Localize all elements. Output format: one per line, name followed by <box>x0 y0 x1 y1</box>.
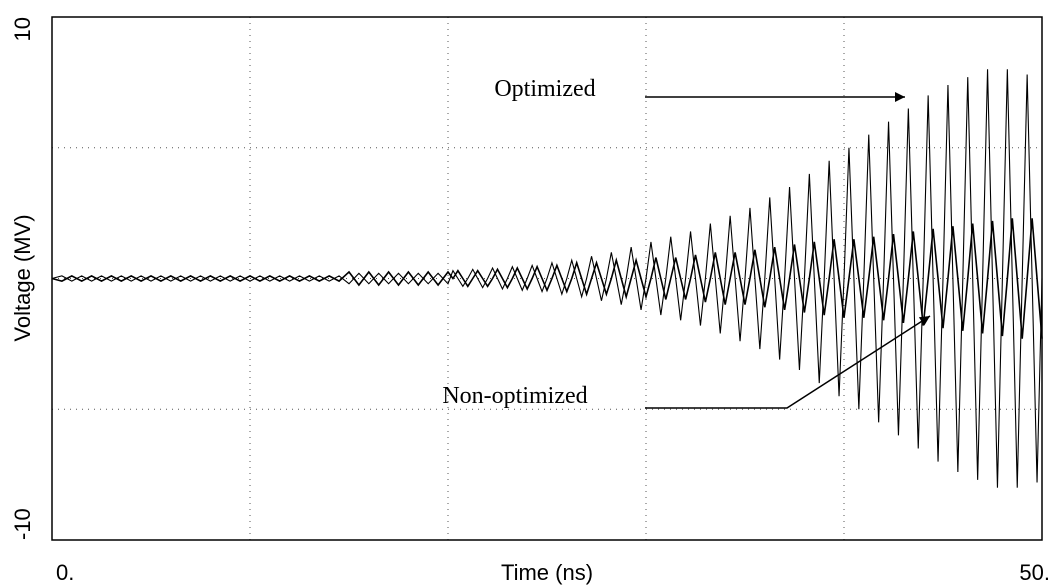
x-axis-title: Time (ns) <box>501 560 593 585</box>
y-tick-label: -10 <box>10 508 35 540</box>
series-group <box>51 69 1043 488</box>
annotation-arrow <box>645 315 931 409</box>
annotation: Optimized <box>494 76 595 102</box>
annotation: Non-optimized <box>442 383 587 409</box>
x-tick-label: 0. <box>56 560 74 585</box>
y-tick-label: 10 <box>10 17 35 41</box>
y-axis-title: Voltage (MV) <box>10 214 35 341</box>
x-tick-label: 50. <box>1019 560 1050 585</box>
plot-frame <box>51 16 1043 541</box>
series-line <box>51 69 1043 488</box>
series-line <box>51 218 1043 339</box>
